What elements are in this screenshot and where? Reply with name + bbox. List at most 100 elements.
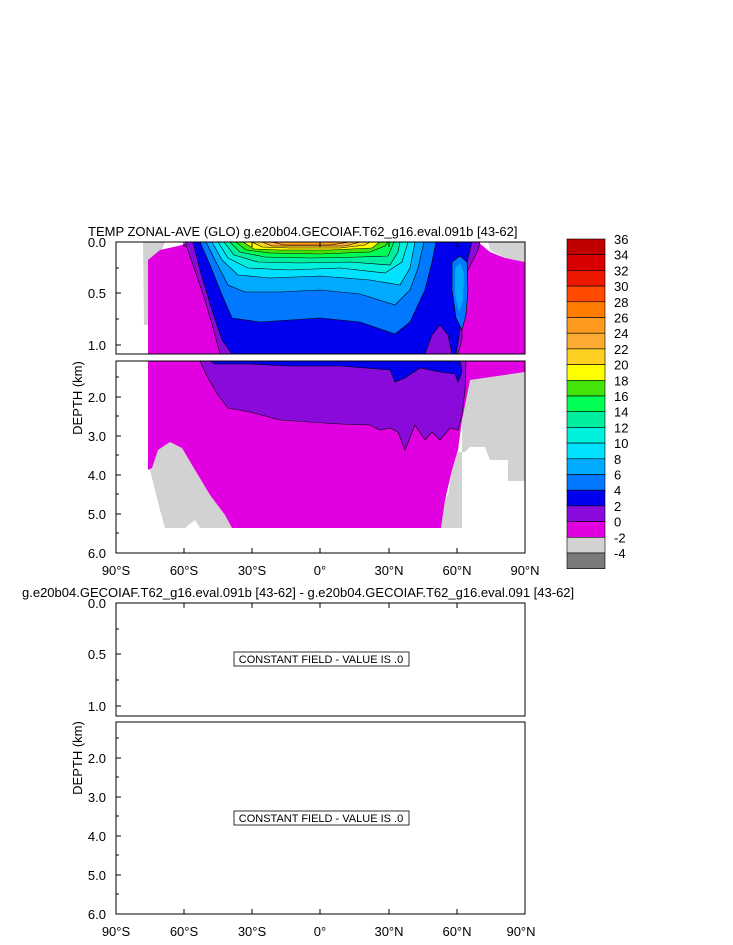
colorbar-label: 28 xyxy=(614,295,628,310)
colorbar-label: 6 xyxy=(614,468,621,483)
colorbar-label: 12 xyxy=(614,420,628,435)
y-tick-label: 3.0 xyxy=(88,790,106,805)
colorbar-swatch xyxy=(566,505,606,522)
colorbar-swatch xyxy=(566,536,606,554)
colorbar-label: 14 xyxy=(614,405,628,420)
y-tick-label: 2.0 xyxy=(88,390,106,405)
colorbar-swatch xyxy=(566,395,606,412)
band-2-4-lower xyxy=(199,361,467,451)
band-upper-30n-purple xyxy=(424,324,453,354)
colorbar-swatch xyxy=(566,332,606,350)
plot2-annotation-upper: CONSTANT FIELD - VALUE IS .0 xyxy=(239,654,403,666)
land-upper-right xyxy=(488,242,525,262)
y-tick-label: 1.0 xyxy=(88,699,106,714)
plot1-x-ticks: 90°S 60°S 30°S 0° 30°N 60°N 90°N xyxy=(102,563,540,578)
x-tick-label: 60°N xyxy=(442,924,471,939)
colorbar-swatch xyxy=(566,521,606,538)
colorbar-swatch xyxy=(566,489,606,507)
colorbar-label: -4 xyxy=(614,546,626,561)
colorbar-label: 18 xyxy=(614,373,628,388)
x-tick-label: 90°S xyxy=(102,924,131,939)
y-tick-label: 6.0 xyxy=(88,546,106,561)
x-tick-label: 60°N xyxy=(442,563,471,578)
colorbar-label: 34 xyxy=(614,248,628,263)
colorbar-swatch xyxy=(566,364,606,381)
plot2-y-tick-marks xyxy=(116,628,121,895)
plot1-y-ticks: 0.0 0.5 1.0 2.0 3.0 4.0 5.0 6.0 xyxy=(88,235,106,561)
plot2-x-ticks: 90°S 60°S 30°S 0° 30°N 60°N 90°N xyxy=(102,924,536,939)
plot2-annotation-lower-box xyxy=(233,810,410,826)
y-tick-label: 0.0 xyxy=(88,235,106,250)
plot2-annotation-lower: CONSTANT FIELD - VALUE IS .0 xyxy=(239,813,403,825)
colorbar-label: 32 xyxy=(614,263,628,278)
colorbar-label: 24 xyxy=(614,326,628,341)
plot1-upper-field xyxy=(143,242,525,354)
plot1-title: TEMP ZONAL-AVE (GLO) g.e20b04.GECOIAF.T6… xyxy=(88,224,517,239)
colorbar-label: 26 xyxy=(614,311,628,326)
plot2-title: g.e20b04.GECOIAF.T62_g16.eval.091b [43-6… xyxy=(22,585,574,600)
x-tick-label: 0° xyxy=(314,563,326,578)
x-tick-label: 90°S xyxy=(102,563,131,578)
colorbar-swatch xyxy=(566,348,606,365)
colorbar-swatch xyxy=(566,458,606,475)
y-tick-label: 0.5 xyxy=(88,647,106,662)
colorbar-swatch xyxy=(566,552,606,569)
land-lower-left-bottom xyxy=(150,442,235,528)
land-lower-right xyxy=(441,372,525,528)
colorbar-label: 10 xyxy=(614,436,628,451)
colorbar-label: 30 xyxy=(614,279,628,294)
colorbar-swatch xyxy=(566,427,606,444)
plot2-ylabel: DEPTH (km) xyxy=(70,721,85,795)
x-tick-label: 60°S xyxy=(170,924,199,939)
colorbar-label: 8 xyxy=(614,452,621,467)
y-tick-label: 4.0 xyxy=(88,829,106,844)
band-4-6-lower xyxy=(209,361,463,383)
colorbar-swatch xyxy=(566,301,606,318)
y-tick-label: 3.0 xyxy=(88,429,106,444)
plot2-x-tick-marks xyxy=(183,603,458,914)
x-tick-label: 30°N xyxy=(374,563,403,578)
y-tick-label: 1.0 xyxy=(88,338,106,353)
band-26-28-upper xyxy=(271,242,351,246)
colorbar-label: 20 xyxy=(614,358,628,373)
y-tick-label: 4.0 xyxy=(88,468,106,483)
colorbar-swatch xyxy=(566,379,606,397)
x-tick-label: 0° xyxy=(314,924,326,939)
plot1-lower-field xyxy=(148,361,525,528)
x-tick-label: 90°N xyxy=(510,563,539,578)
colorbar-label: 36 xyxy=(614,232,628,247)
colorbar-swatch xyxy=(566,238,606,255)
y-tick-label: 0.0 xyxy=(88,596,106,611)
x-tick-label: 30°S xyxy=(238,563,267,578)
plot2-y-ticks: 0.0 0.5 1.0 2.0 3.0 4.0 5.0 6.0 xyxy=(88,596,106,922)
colorbar-label: 16 xyxy=(614,389,628,404)
plot1-y-tick-marks xyxy=(116,241,121,534)
colorbar-label: 4 xyxy=(614,483,621,498)
colorbar-swatch xyxy=(566,285,606,303)
colorbar-swatch xyxy=(566,474,606,491)
plot1-ylabel: DEPTH (km) xyxy=(70,361,85,435)
y-tick-label: 0.5 xyxy=(88,286,106,301)
colorbar-label: 22 xyxy=(614,342,628,357)
plot1-x-tick-marks xyxy=(183,242,458,553)
plot2-annotation-upper-box xyxy=(233,651,410,667)
x-tick-label: 90°N xyxy=(506,924,535,939)
colorbar-swatch xyxy=(566,442,606,460)
colorbar-swatch xyxy=(566,254,606,271)
y-tick-label: 2.0 xyxy=(88,751,106,766)
y-tick-label: 5.0 xyxy=(88,868,106,883)
x-tick-label: 30°N xyxy=(374,924,403,939)
x-tick-label: 30°S xyxy=(238,924,267,939)
colorbar-label: 0 xyxy=(614,515,621,530)
colorbar-swatch xyxy=(566,411,606,428)
y-tick-label: 5.0 xyxy=(88,507,106,522)
colorbar-swatch xyxy=(566,270,606,287)
y-tick-label: 6.0 xyxy=(88,907,106,922)
x-tick-label: 60°S xyxy=(170,563,199,578)
colorbar-label: 2 xyxy=(614,499,621,514)
colorbar-swatch xyxy=(566,317,606,334)
colorbar-label: -2 xyxy=(614,530,626,545)
band-right-blob-inner xyxy=(455,263,464,312)
